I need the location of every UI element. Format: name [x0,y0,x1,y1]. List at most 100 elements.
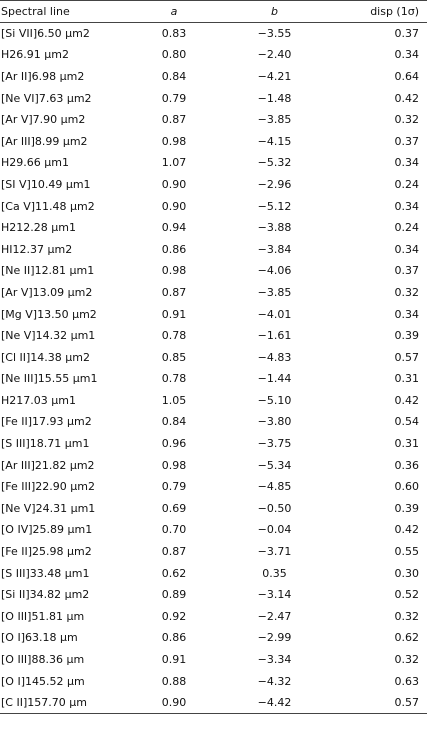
disp-cell: 0.37 [394,27,420,41]
disp-cell: 0.32 [394,609,420,623]
table-row: [Cl II]14.38 µm2 0.85 −4.83 0.57 [0,346,427,368]
disp-cell: 0.34 [394,156,420,170]
spectral-line-cell: H217.03 µm1 [1,393,76,407]
spectral-line-cell: [O I]63.18 µm [1,631,78,645]
disp-cell: 0.60 [394,480,420,494]
spectral-line-cell: [Ar III]8.99 µm2 [1,134,88,148]
disp-cell: 0.64 [394,69,420,83]
table-row: [S III]18.71 µm1 0.96 −3.75 0.31 [0,433,427,455]
a-cell: 0.88 [161,674,187,688]
a-cell: 0.94 [161,221,187,235]
disp-cell: 0.52 [394,588,420,602]
table-row: [Ne VI]7.63 µm2 0.79 −1.48 0.42 [0,87,427,109]
table-row: [O I]145.52 µm 0.88 −4.32 0.63 [0,670,427,692]
a-cell: 0.80 [161,48,187,62]
disp-cell: 0.42 [394,393,420,407]
a-cell: 0.79 [161,480,187,494]
b-cell: −3.80 [257,415,292,429]
spectral-line-cell: [Ne V]14.32 µm1 [1,329,96,343]
a-cell: 0.90 [161,177,187,191]
header-disp: disp (1σ) [325,0,427,23]
a-cell: 0.96 [161,437,187,451]
b-cell: −4.06 [257,264,292,278]
a-cell: 0.69 [161,501,187,515]
table-row: [O III]88.36 µm 0.91 −3.34 0.32 [0,649,427,671]
disp-cell: 0.39 [394,501,420,515]
disp-cell: 0.24 [394,177,420,191]
spectral-line-cell: [Fe III]22.90 µm2 [1,480,96,494]
spectral-line-cell: [Ne VI]7.63 µm2 [1,91,92,105]
disp-cell: 0.34 [394,242,420,256]
spectral-line-cell: [Ar II]6.98 µm2 [1,69,85,83]
b-cell: −4.83 [257,350,292,364]
a-cell: 0.86 [161,242,187,256]
a-cell: 0.84 [161,69,187,83]
table-row: [Ne V]24.31 µm1 0.69 −0.50 0.39 [0,498,427,520]
spectral-line-table: Spectral line a b disp (1σ) [Si VII]6.50… [0,0,427,714]
disp-cell: 0.31 [394,372,420,386]
spectral-line-cell: [O I]145.52 µm [1,674,85,688]
a-cell: 0.98 [161,134,187,148]
a-cell: 0.87 [161,113,187,127]
b-cell: −3.85 [257,285,292,299]
a-cell: 0.78 [161,372,187,386]
a-cell: 0.79 [161,91,187,105]
table-row: [Ca V]11.48 µm2 0.90 −5.12 0.34 [0,195,427,217]
a-cell: 0.85 [161,350,187,364]
disp-cell: 0.37 [394,134,420,148]
disp-cell: 0.37 [394,264,420,278]
a-cell: 0.84 [161,415,187,429]
disp-cell: 0.32 [394,653,420,667]
b-cell: −5.10 [257,393,292,407]
table-row: H29.66 µm1 1.07 −5.32 0.34 [0,152,427,174]
a-cell: 0.92 [161,609,187,623]
b-cell: −3.88 [257,221,292,235]
table-row: [Ar V]13.09 µm2 0.87 −3.85 0.32 [0,282,427,304]
disp-cell: 0.42 [394,91,420,105]
table-header: Spectral line a b disp (1σ) [0,0,427,23]
a-cell: 0.70 [161,523,187,537]
spectral-line-cell: [Ne III]15.55 µm1 [1,372,98,386]
a-cell: 1.05 [161,393,187,407]
table-row: [O IV]25.89 µm1 0.70 −0.04 0.42 [0,519,427,541]
header-row: Spectral line a b disp (1σ) [0,0,427,23]
disp-cell: 0.57 [325,691,427,714]
table-row: H26.91 µm2 0.80 −2.40 0.34 [0,44,427,66]
table-row: [Ne II]12.81 µm1 0.98 −4.06 0.37 [0,260,427,282]
disp-cell: 0.39 [394,329,420,343]
b-cell: −1.44 [257,372,292,386]
table-row: HI12.37 µm2 0.86 −3.84 0.34 [0,238,427,260]
table-row: [Ne V]14.32 µm1 0.78 −1.61 0.39 [0,325,427,347]
header-b: b [224,0,325,23]
table-row: [C II]157.70 µm 0.90 −4.42 0.57 [0,691,427,714]
disp-cell: 0.34 [394,48,420,62]
b-cell: −3.75 [257,437,292,451]
spectral-line-cell: [Mg V]13.50 µm2 [1,307,97,321]
spectral-line-cell: [Si VII]6.50 µm2 [1,27,90,41]
b-cell: −2.99 [257,631,292,645]
spectral-line-cell: [Ne II]12.81 µm1 [1,264,95,278]
disp-cell: 0.34 [394,307,420,321]
disp-cell: 0.57 [394,350,420,364]
disp-cell: 0.42 [394,523,420,537]
spectral-line-cell: H26.91 µm2 [1,48,69,62]
table-row: [Fe III]22.90 µm2 0.79 −4.85 0.60 [0,476,427,498]
b-cell: −5.34 [257,458,292,472]
a-cell: 0.89 [161,588,187,602]
table-row: [Ar V]7.90 µm2 0.87 −3.85 0.32 [0,109,427,131]
b-cell: −2.47 [257,609,292,623]
spectral-line-cell: [S III]18.71 µm1 [1,437,90,451]
spectral-line-cell: [S III]33.48 µm1 [1,566,90,580]
table-row: [Fe II]25.98 µm2 0.87 −3.71 0.55 [0,541,427,563]
b-cell: −4.21 [257,69,292,83]
table-row: [S III]33.48 µm1 0.62 0.35 0.30 [0,562,427,584]
disp-cell: 0.34 [394,199,420,213]
b-cell: −3.14 [257,588,292,602]
b-cell: −5.12 [257,199,292,213]
b-cell: −2.40 [257,48,292,62]
b-cell: 0.35 [262,566,287,580]
b-cell: −4.01 [257,307,292,321]
spectral-line-cell: [O III]51.81 µm [1,609,85,623]
spectral-line-cell: [Cl II]14.38 µm2 [1,350,91,364]
spectral-line-cell: [Ca V]11.48 µm2 [1,199,95,213]
